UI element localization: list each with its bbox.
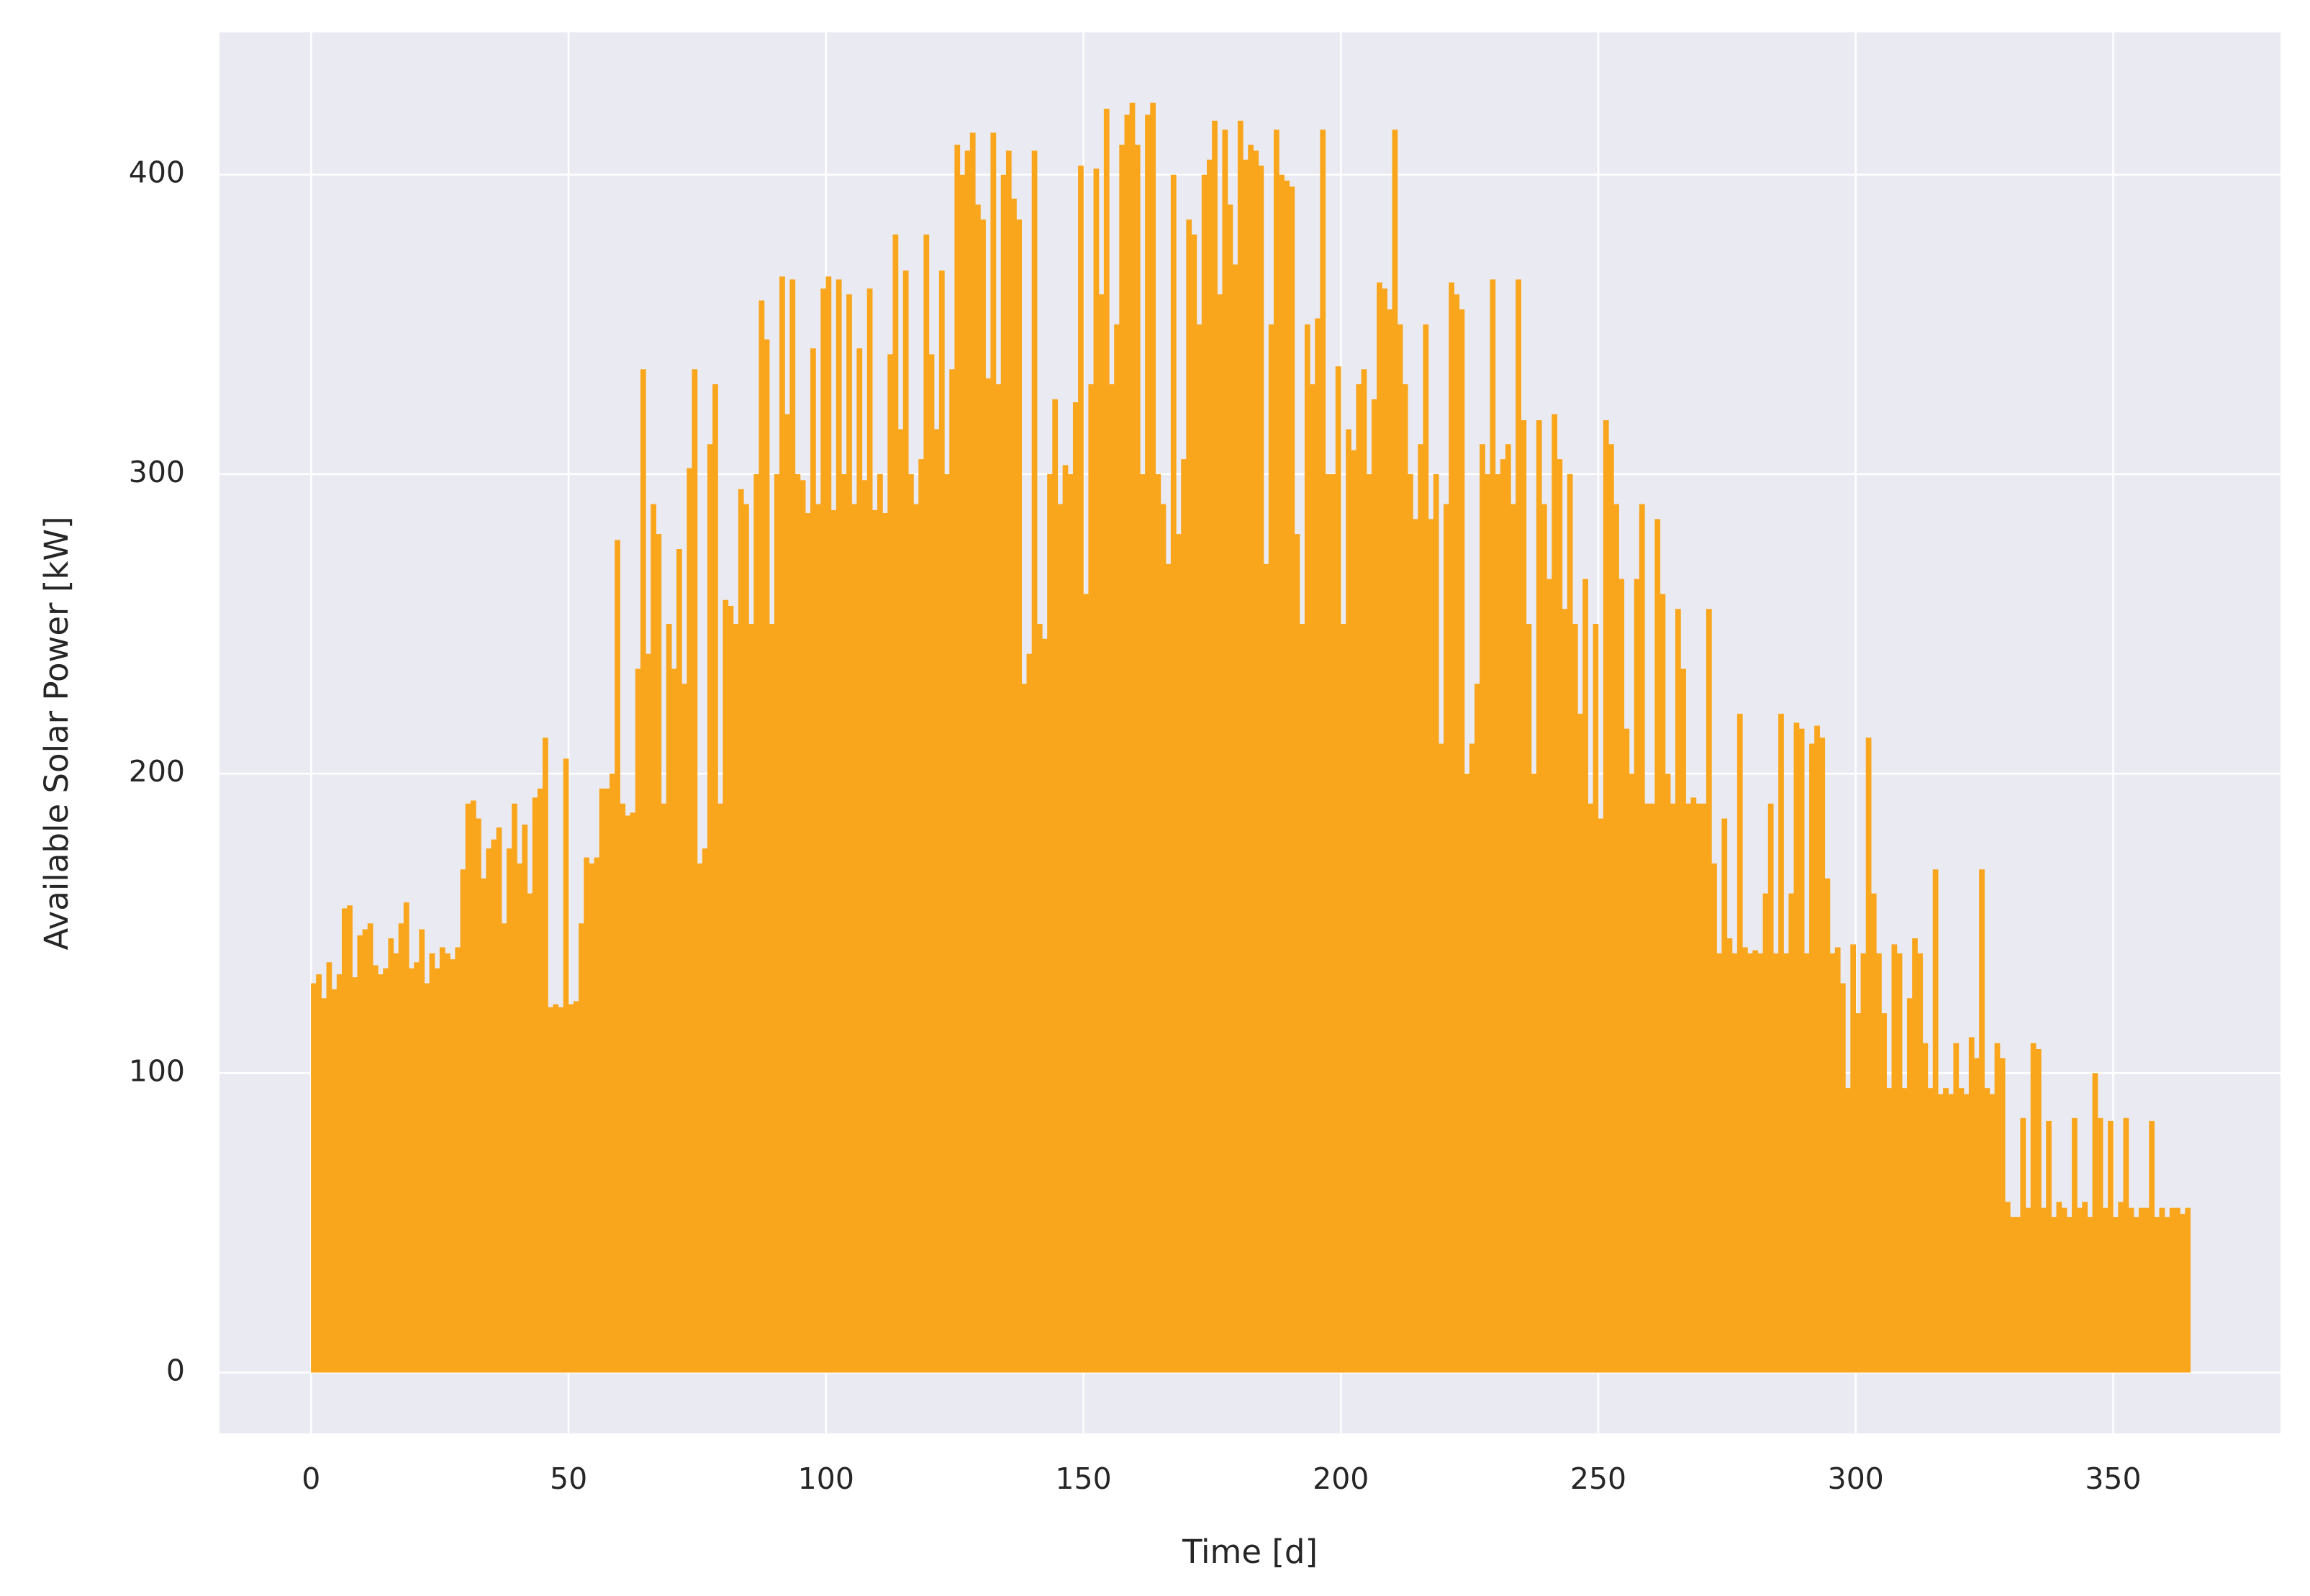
x-tick-label: 150	[1055, 1461, 1111, 1496]
x-axis-label: Time [d]	[1182, 1533, 1318, 1571]
y-axis-label: Available Solar Power [kW]	[37, 517, 76, 951]
y-tick-label: 100	[129, 1053, 185, 1088]
y-tick-label: 200	[129, 754, 185, 789]
y-tick-label: 300	[129, 455, 185, 489]
y-tick-label: 0	[166, 1354, 185, 1388]
y-tick-label: 400	[129, 155, 185, 190]
x-tick-label: 300	[1828, 1461, 1884, 1496]
x-tick-label: 250	[1570, 1461, 1626, 1496]
x-tick-label: 50	[550, 1461, 587, 1496]
marks	[311, 102, 2191, 1373]
x-tick-label: 100	[798, 1461, 854, 1496]
x-tick-label: 350	[2085, 1461, 2141, 1496]
x-tick-label: 200	[1313, 1461, 1369, 1496]
x-tick-label: 0	[302, 1461, 320, 1496]
